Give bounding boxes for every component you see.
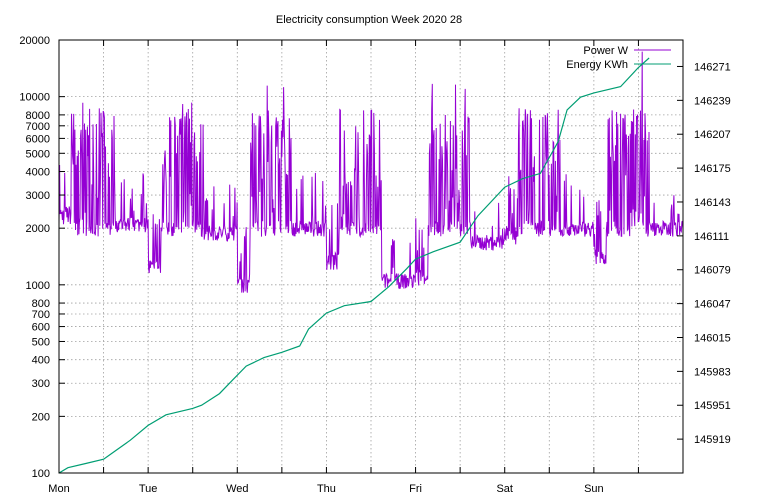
y-tick-label: 400 [32, 355, 50, 367]
y-tick-label: 100 [32, 468, 50, 480]
series-line-energy [58, 57, 650, 474]
y2-tick-label: 146111 [694, 231, 729, 243]
x-tick-label: Mon [48, 483, 69, 495]
y2-tick-label: 146271 [694, 61, 731, 73]
legend-label-energy: Energy KWh [566, 59, 628, 71]
y2-tick-label: 146015 [694, 332, 731, 344]
y-tick-label: 3000 [26, 190, 50, 202]
y2-tick-label: 145951 [694, 400, 731, 412]
chart-title: Electricity consumption Week 2020 28 [276, 14, 462, 26]
y-tick-label: 800 [32, 298, 50, 310]
y-tick-label: 2000 [26, 223, 50, 235]
y-tick-label: 20000 [19, 35, 50, 47]
legend-label-power: Power W [583, 45, 628, 57]
y-tick-label: 500 [32, 336, 50, 348]
y-tick-label: 700 [32, 309, 50, 321]
y2-tick-label: 146175 [694, 163, 731, 175]
y-tick-label: 6000 [26, 133, 50, 145]
y-tick-label: 10000 [19, 92, 50, 104]
series-layer [58, 51, 684, 474]
y2-tick-label: 146239 [694, 95, 731, 107]
x-tick-label: Fri [409, 483, 422, 495]
x-tick-label: Tue [139, 483, 158, 495]
x-tick-label: Sat [496, 483, 513, 495]
y-tick-label: 4000 [26, 167, 50, 179]
x-tick-label: Wed [226, 483, 248, 495]
y-tick-label: 600 [32, 322, 50, 334]
x-tick-label: Sun [584, 483, 604, 495]
legend: Power W Energy KWh [566, 45, 671, 71]
series-line-power [58, 51, 684, 293]
y2-tick-label: 146047 [694, 299, 731, 311]
y2-tick-label: 145983 [694, 366, 731, 378]
y-tick-label: 300 [32, 378, 50, 390]
y2-tick-label: 146079 [694, 265, 731, 277]
y2-tick-label: 146143 [694, 197, 731, 209]
y2-tick-label: 146207 [694, 129, 731, 141]
y-tick-label: 8000 [26, 110, 50, 122]
y-tick-label: 200 [32, 411, 50, 423]
y-tick-label: 7000 [26, 121, 50, 133]
y-tick-label: 1000 [26, 280, 50, 292]
y2-tick-label: 145919 [694, 434, 731, 446]
x-tick-label: Thu [317, 483, 336, 495]
y-tick-label: 5000 [26, 148, 50, 160]
plot-border [58, 39, 684, 474]
